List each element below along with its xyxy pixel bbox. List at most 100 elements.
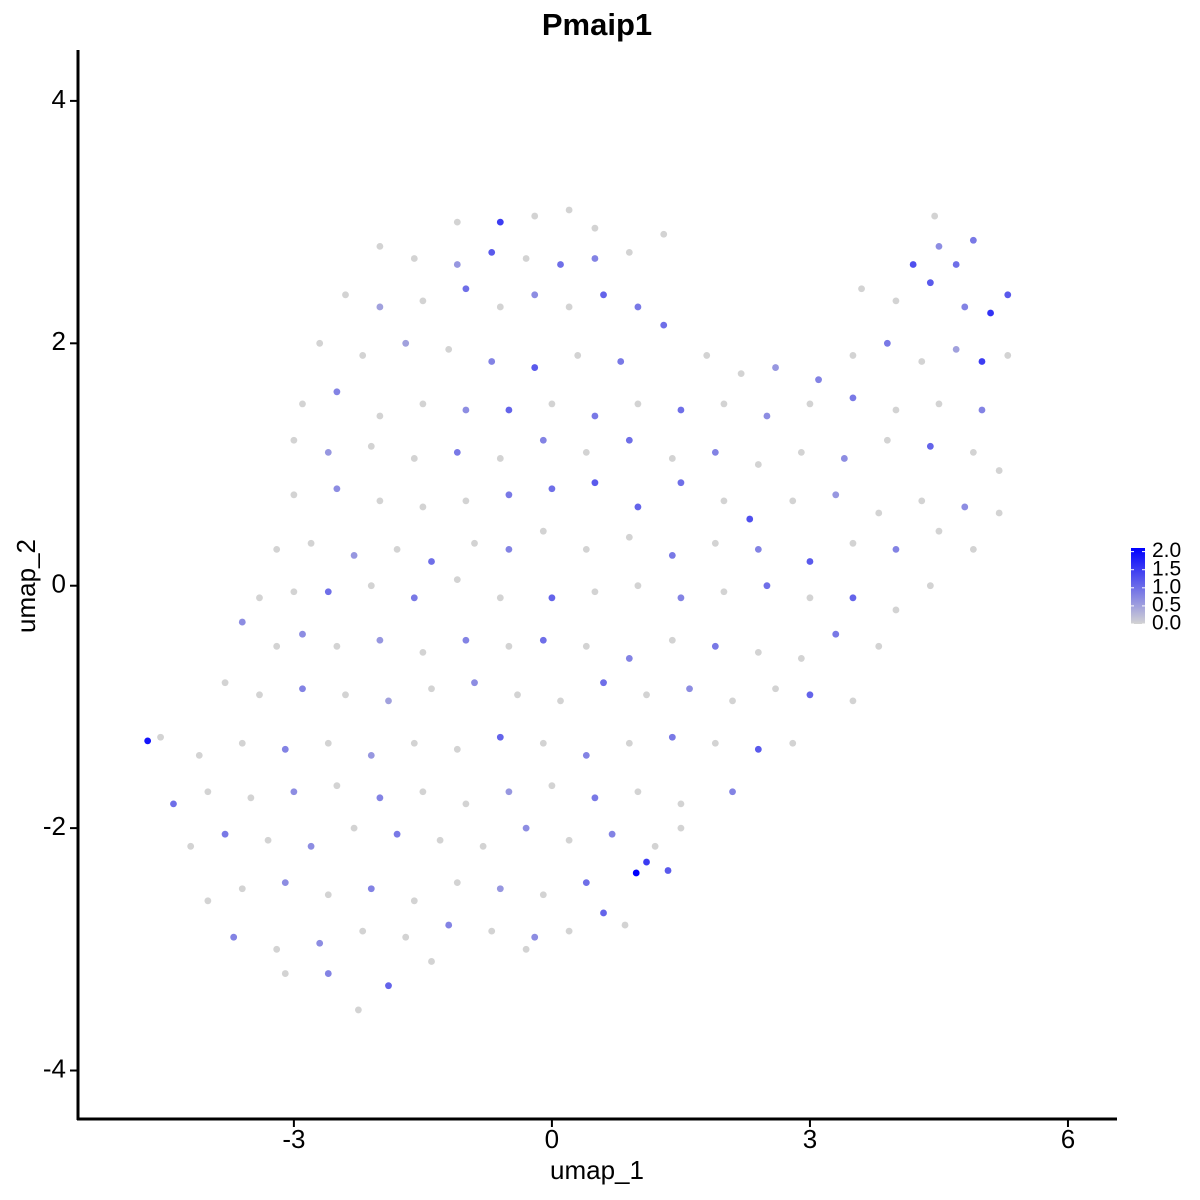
point: [668, 733, 676, 741]
point: [952, 345, 960, 353]
point: [221, 830, 229, 838]
point: [453, 576, 461, 584]
point: [410, 594, 418, 602]
point: [582, 448, 590, 456]
y-axis-label: umap_2: [11, 539, 41, 633]
point: [548, 400, 556, 408]
point: [505, 545, 513, 553]
point: [789, 497, 797, 505]
point: [505, 406, 513, 414]
point: [729, 697, 736, 705]
point: [539, 739, 547, 747]
point: [849, 697, 857, 705]
point: [204, 897, 212, 905]
point: [419, 297, 427, 305]
point: [634, 503, 642, 511]
point: [591, 412, 599, 420]
point: [522, 824, 530, 832]
point: [157, 733, 164, 741]
point: [892, 406, 900, 414]
color-tick-label: 1.0: [1152, 575, 1181, 598]
point: [350, 552, 358, 559]
point: [256, 691, 263, 699]
y-tick-label: 4: [52, 84, 66, 114]
color-tick-label: 0.0: [1152, 612, 1181, 635]
point: [539, 527, 547, 535]
point: [711, 642, 719, 650]
point: [995, 509, 1003, 517]
point: [324, 891, 332, 899]
point: [514, 691, 521, 699]
point: [995, 467, 1003, 474]
point: [849, 394, 857, 402]
point: [453, 879, 461, 887]
y-tick-label: -2: [43, 811, 66, 841]
point: [273, 545, 281, 553]
point: [419, 400, 427, 408]
point: [737, 370, 745, 378]
point: [273, 945, 281, 953]
point: [806, 594, 814, 602]
point: [892, 297, 900, 305]
point: [479, 842, 487, 850]
point: [238, 885, 246, 893]
point: [376, 497, 384, 505]
point: [720, 588, 728, 596]
point: [419, 503, 427, 511]
point: [582, 879, 590, 887]
point: [221, 679, 229, 687]
point: [909, 261, 917, 268]
point: [144, 737, 152, 745]
point: [505, 788, 513, 796]
point: [324, 588, 332, 596]
point: [677, 479, 685, 487]
point: [608, 830, 616, 838]
point: [342, 691, 349, 699]
point: [324, 970, 332, 977]
point: [393, 830, 401, 838]
point: [436, 836, 444, 844]
point: [1004, 352, 1012, 359]
point: [565, 836, 573, 844]
point: [711, 739, 719, 747]
point: [410, 897, 418, 905]
point: [625, 533, 633, 541]
point: [600, 679, 607, 687]
point: [754, 648, 762, 656]
y-tick-label: 2: [52, 326, 66, 356]
point: [806, 691, 814, 699]
point: [299, 400, 306, 408]
point: [307, 842, 315, 850]
point: [797, 655, 805, 662]
point: [453, 261, 461, 268]
point: [643, 691, 650, 699]
point: [832, 630, 840, 638]
point: [840, 455, 848, 462]
point: [883, 339, 891, 347]
point: [410, 739, 418, 747]
point: [247, 794, 255, 802]
point: [565, 206, 573, 214]
point: [961, 503, 969, 511]
point: [969, 448, 977, 456]
point: [969, 545, 977, 553]
point: [548, 594, 556, 602]
point: [969, 236, 977, 244]
point: [591, 588, 599, 596]
point: [625, 249, 633, 256]
point: [772, 685, 779, 693]
point: [548, 485, 556, 493]
point: [531, 933, 539, 941]
point: [462, 406, 470, 414]
x-tick-label: -3: [282, 1124, 305, 1154]
point: [402, 933, 410, 941]
point: [299, 630, 306, 638]
chart-title: Pmaip1: [542, 7, 652, 42]
point: [617, 358, 625, 365]
point: [668, 455, 676, 462]
point: [634, 400, 642, 408]
point: [664, 867, 672, 874]
point: [187, 842, 195, 850]
x-tick-label: 3: [803, 1124, 817, 1154]
